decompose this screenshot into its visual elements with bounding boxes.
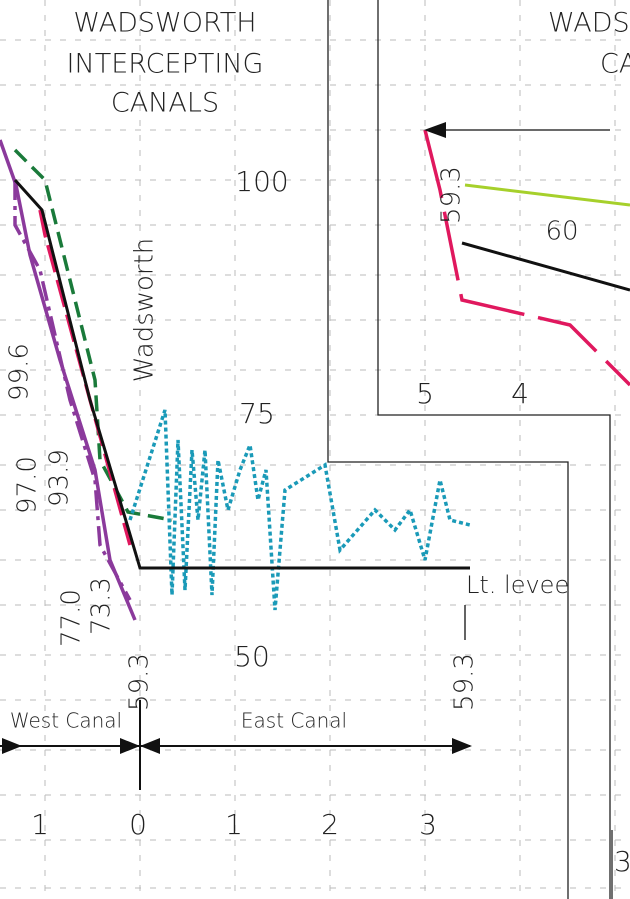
black-solid xyxy=(13,178,470,570)
distance-tick: 4 xyxy=(511,377,529,410)
curve-label: 73.3 xyxy=(87,577,117,635)
curve-label: 59.3 xyxy=(437,166,467,224)
curve-label: 59.3 xyxy=(125,653,155,711)
elevation-tick: 50 xyxy=(234,640,270,673)
channel-label: Wadsworth xyxy=(130,238,160,383)
elevation-tick: 60 xyxy=(545,217,578,247)
right-title: CA xyxy=(600,49,630,80)
east-label: East Canal xyxy=(241,709,347,733)
elevation-tick: 75 xyxy=(239,397,275,430)
west-label: West Canal xyxy=(10,709,122,733)
pink-dash xyxy=(38,209,132,546)
distance-ticks: 1 0 1 2 3 xyxy=(31,808,437,841)
right-pink xyxy=(423,129,630,387)
distance-tick: 5 xyxy=(416,377,434,410)
curve-label: 97.0 xyxy=(13,456,43,514)
elevation-tick: 100 xyxy=(235,165,288,198)
blue-dot xyxy=(128,409,471,611)
curve-labels: 99.6 97.0 93.9 77.0 73.3 59.3 59.3 xyxy=(5,343,480,711)
distance-tick: 1 xyxy=(225,808,243,841)
title-line: INTERCEPTING xyxy=(67,49,264,80)
curve-label: 99.6 xyxy=(5,343,35,401)
distance-tick: 1 xyxy=(31,808,49,841)
curves xyxy=(0,129,630,621)
title-line: WADSWORTH xyxy=(73,8,256,39)
arrows xyxy=(0,122,610,790)
right-frame xyxy=(377,0,611,899)
curve-label: 93.9 xyxy=(45,449,75,507)
curve-label: 59.3 xyxy=(450,653,480,711)
curve-label: 77.0 xyxy=(57,589,87,647)
title-line: CANALS xyxy=(111,88,219,119)
distance-tick: 2 xyxy=(321,808,339,841)
left-frame xyxy=(327,0,569,899)
left-title: WADSWORTH INTERCEPTING CANALS xyxy=(67,8,264,119)
corner-tick: 3 xyxy=(614,845,630,878)
purple-dashdot xyxy=(13,180,132,601)
levee-label: Lt. levee xyxy=(466,571,569,599)
distance-tick: 0 xyxy=(129,808,147,841)
right-green xyxy=(464,183,630,207)
right-title: WADS xyxy=(548,8,630,39)
right-black xyxy=(461,241,630,292)
distance-tick: 3 xyxy=(419,808,437,841)
